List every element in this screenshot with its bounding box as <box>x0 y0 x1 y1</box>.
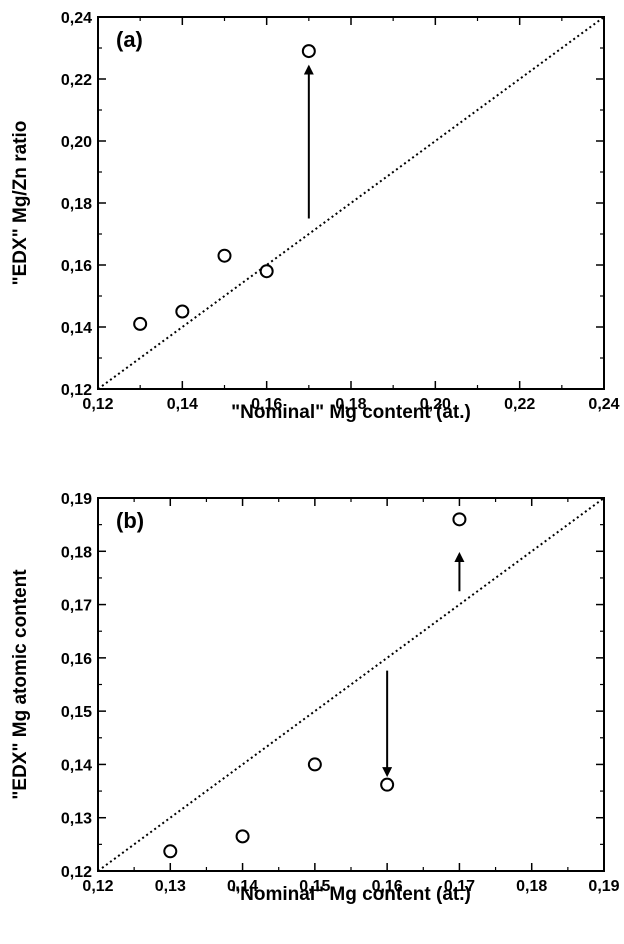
data-point <box>133 316 148 331</box>
x-tick-label: 0,17 <box>444 878 475 895</box>
x-tick-label: 0,14 <box>167 396 198 413</box>
reference-line <box>97 497 605 872</box>
y-tick-label: 0,12 <box>61 382 92 399</box>
panel-label: (a) <box>116 27 143 52</box>
y-tick-label: 0,20 <box>61 134 92 151</box>
x-tick-label: 0,22 <box>504 396 535 413</box>
y-tick-label: 0,18 <box>61 196 92 213</box>
x-tick-label: 0,19 <box>588 878 619 895</box>
x-axis-label: "Nominal" Mg content (at.) <box>231 402 471 423</box>
y-tick-label: 0,13 <box>61 811 92 828</box>
data-point <box>452 512 467 527</box>
x-tick-label: 0,16 <box>251 396 282 413</box>
x-tick-label: 0,24 <box>588 396 619 413</box>
data-point <box>217 248 232 263</box>
y-tick-label: 0,17 <box>61 598 92 615</box>
y-tick-label: 0,22 <box>61 72 92 89</box>
data-point <box>307 757 322 772</box>
y-axis-label: "EDX" Mg atomic content <box>10 569 31 800</box>
panel-a: 0,12 0,14 0,16 0,18 0,20 0,22 0,24 0,12 0,14 0,16… <box>10 10 620 423</box>
y-tick-label: 0,24 <box>61 10 92 27</box>
data-point <box>380 777 395 792</box>
x-tick-label: 0,12 <box>82 878 113 895</box>
y-axis-label: "EDX" Mg/Zn ratio <box>10 121 31 286</box>
x-tick-label: 0,12 <box>82 396 113 413</box>
panel-b: 0,12 0,13 0,14 0,15 0,16 0,17 0,18 0,19 0,12 0,13… <box>10 491 620 905</box>
data-point <box>163 844 178 859</box>
x-tick-label: 0,18 <box>516 878 547 895</box>
x-axis-label: "Nominal" Mg content (at.) <box>231 884 471 905</box>
reference-line <box>97 16 605 390</box>
data-point <box>235 829 250 844</box>
y-tick-label: 0,19 <box>61 491 92 508</box>
y-tick-label: 0,14 <box>61 757 92 774</box>
x-tick-label: 0,18 <box>335 396 366 413</box>
data-point <box>301 44 316 59</box>
y-tick-label: 0,15 <box>61 704 92 721</box>
data-point <box>175 304 190 319</box>
y-tick-label: 0,16 <box>61 258 92 275</box>
y-tick-label: 0,14 <box>61 320 92 337</box>
x-tick-label: 0,13 <box>155 878 186 895</box>
x-tick-label: 0,14 <box>227 878 258 895</box>
y-tick-label: 0,12 <box>61 864 92 881</box>
x-tick-label: 0,15 <box>299 878 330 895</box>
x-tick-label: 0,16 <box>372 878 403 895</box>
panel-label: (b) <box>116 508 144 533</box>
data-point <box>259 264 274 279</box>
x-tick-label: 0,20 <box>420 396 451 413</box>
y-tick-label: 0,16 <box>61 651 92 668</box>
y-tick-label: 0,18 <box>61 544 92 561</box>
